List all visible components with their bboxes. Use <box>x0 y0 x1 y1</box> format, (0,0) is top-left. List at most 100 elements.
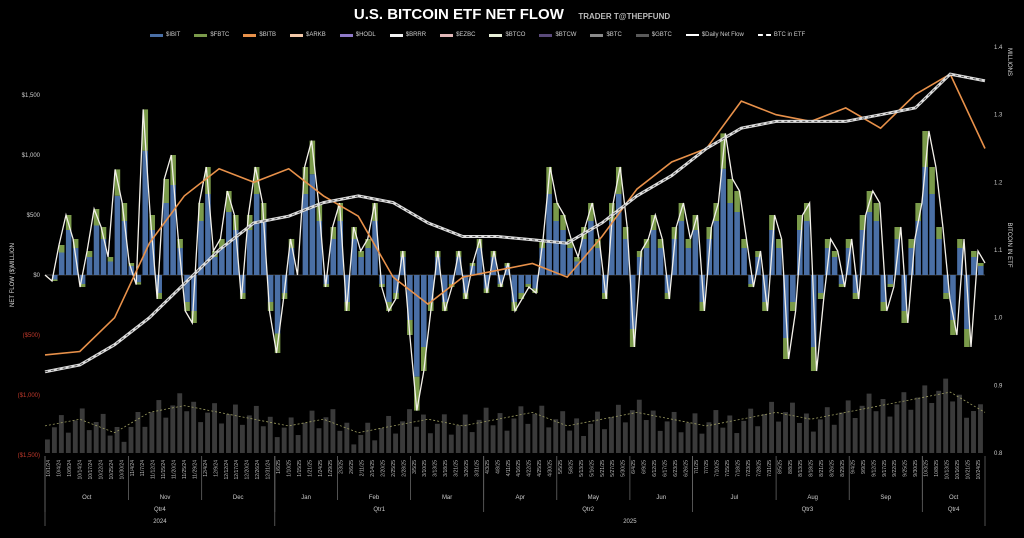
legend-swatch <box>757 34 771 36</box>
y2-axis-title: BITCOIN IN ETF <box>1006 223 1012 268</box>
x-tick-label: 3/10/25 <box>422 460 428 477</box>
volume-bar <box>135 412 141 453</box>
chart-subtitle: TRADER T@THEPFUND <box>578 12 671 21</box>
fbtc-bar <box>574 257 580 262</box>
volume-bar <box>511 418 517 453</box>
volume-bar <box>45 439 50 453</box>
ibit-bar <box>212 257 218 275</box>
x-tick-label: 10/9/24 <box>67 460 73 477</box>
legend-swatch <box>635 33 649 37</box>
x-tick-label: 1/15/25 <box>297 460 303 477</box>
ibit-bar <box>142 150 149 275</box>
volume-bar <box>978 404 983 453</box>
volume-bar <box>755 426 761 453</box>
volume-bar <box>393 433 399 453</box>
volume-bar <box>267 416 273 453</box>
volume-bar <box>316 428 322 453</box>
volume-bar <box>260 426 266 453</box>
x-tick-label: 10/14/24 <box>78 460 84 480</box>
volume-bar <box>769 401 775 453</box>
legend: $IBIT $FBTC $BITB $ARKB $HODL $BRRR $EZBC $BTCO… <box>150 32 805 38</box>
ibit-bar <box>852 275 859 293</box>
ibit-bar <box>441 275 448 302</box>
ibit-bar <box>427 275 434 302</box>
volume-bar <box>379 428 385 453</box>
volume-bar <box>915 397 921 453</box>
x-tick-label: 10/17/24 <box>88 460 94 480</box>
ibit-bar <box>233 230 239 275</box>
legend-label: BTC in ETF <box>773 32 806 38</box>
fbtc-bar <box>769 215 775 230</box>
volume-bar <box>797 422 802 453</box>
fbtc-bar <box>93 209 100 226</box>
fbtc-bar <box>219 239 225 248</box>
fbtc-bar <box>198 203 204 221</box>
fbtc-bar <box>762 302 768 311</box>
volume-bar <box>636 399 642 453</box>
legend-swatch <box>243 33 257 37</box>
volume-bar <box>407 409 412 453</box>
y2-tick-label: 0.8 <box>994 451 1003 457</box>
ibit-bar <box>421 275 427 347</box>
volume-bar <box>455 425 461 453</box>
fbtc-bar <box>817 293 824 299</box>
volume-bar <box>302 422 308 453</box>
volume-bar <box>560 411 566 453</box>
ibit-bar <box>943 275 949 293</box>
x-tick-label: 5/30/25 <box>621 460 627 477</box>
x-tick-label: 1/29/25 <box>328 460 334 477</box>
volume-bar <box>824 407 830 453</box>
volume-bar <box>226 414 231 453</box>
ibit-bar <box>121 221 128 275</box>
x-tick-label: 11/7/24 <box>140 460 146 477</box>
fbtc-bar <box>128 263 135 266</box>
ibit-bar <box>525 275 532 284</box>
ibit-bar <box>685 248 692 275</box>
volume-bar <box>574 418 580 453</box>
volume-bar <box>734 433 740 453</box>
y-tick-label: ($1,000) <box>18 393 40 399</box>
x-tick-label: 8/18/25 <box>809 460 815 477</box>
volume-bar <box>525 423 531 453</box>
volume-bar <box>706 422 712 453</box>
fbtc-bar <box>699 302 706 311</box>
ibit-bar <box>546 194 552 275</box>
month-label: Apr <box>516 495 525 501</box>
ibit-bar <box>929 194 935 275</box>
ibit-bar <box>344 275 350 302</box>
volume-bar <box>79 408 85 453</box>
x-tick-label: 10/8/25 <box>934 460 940 477</box>
volume-bar <box>233 404 238 453</box>
ibit-bar <box>372 221 378 275</box>
legend-swatch <box>194 33 208 37</box>
ibit-bar <box>511 275 518 302</box>
fbtc-bar <box>121 203 128 221</box>
x-tick-label: 4/16/25 <box>516 460 522 477</box>
volume-bar <box>448 434 454 453</box>
fbtc-bar <box>595 239 601 248</box>
fbtc-bar <box>414 376 420 411</box>
volume-bar <box>957 394 963 453</box>
ibit-bar <box>448 275 455 284</box>
ibit-bar <box>469 266 476 275</box>
volume-bar <box>880 399 886 453</box>
x-tick-label: 10/25/24 <box>109 460 115 480</box>
x-tick-label: 5/13/25 <box>579 460 585 477</box>
volume-bar <box>845 400 851 453</box>
fbtc-bar <box>845 239 852 248</box>
ibit-bar <box>114 195 121 275</box>
x-tick-label: 2/20/25 <box>380 460 386 477</box>
ibit-bar <box>407 275 413 320</box>
ibit-bar <box>776 248 782 275</box>
x-tick-label: 4/22/25 <box>527 460 533 477</box>
fbtc-bar <box>776 239 782 248</box>
fbtc-bar <box>894 227 901 239</box>
month-label: Oct <box>949 495 959 501</box>
fbtc-bar <box>741 239 747 248</box>
legend-swatch <box>389 33 403 37</box>
ibit-bar <box>462 275 469 293</box>
fbtc-bar <box>838 284 845 287</box>
volume-bar <box>170 405 176 453</box>
volume-bar <box>149 412 155 453</box>
